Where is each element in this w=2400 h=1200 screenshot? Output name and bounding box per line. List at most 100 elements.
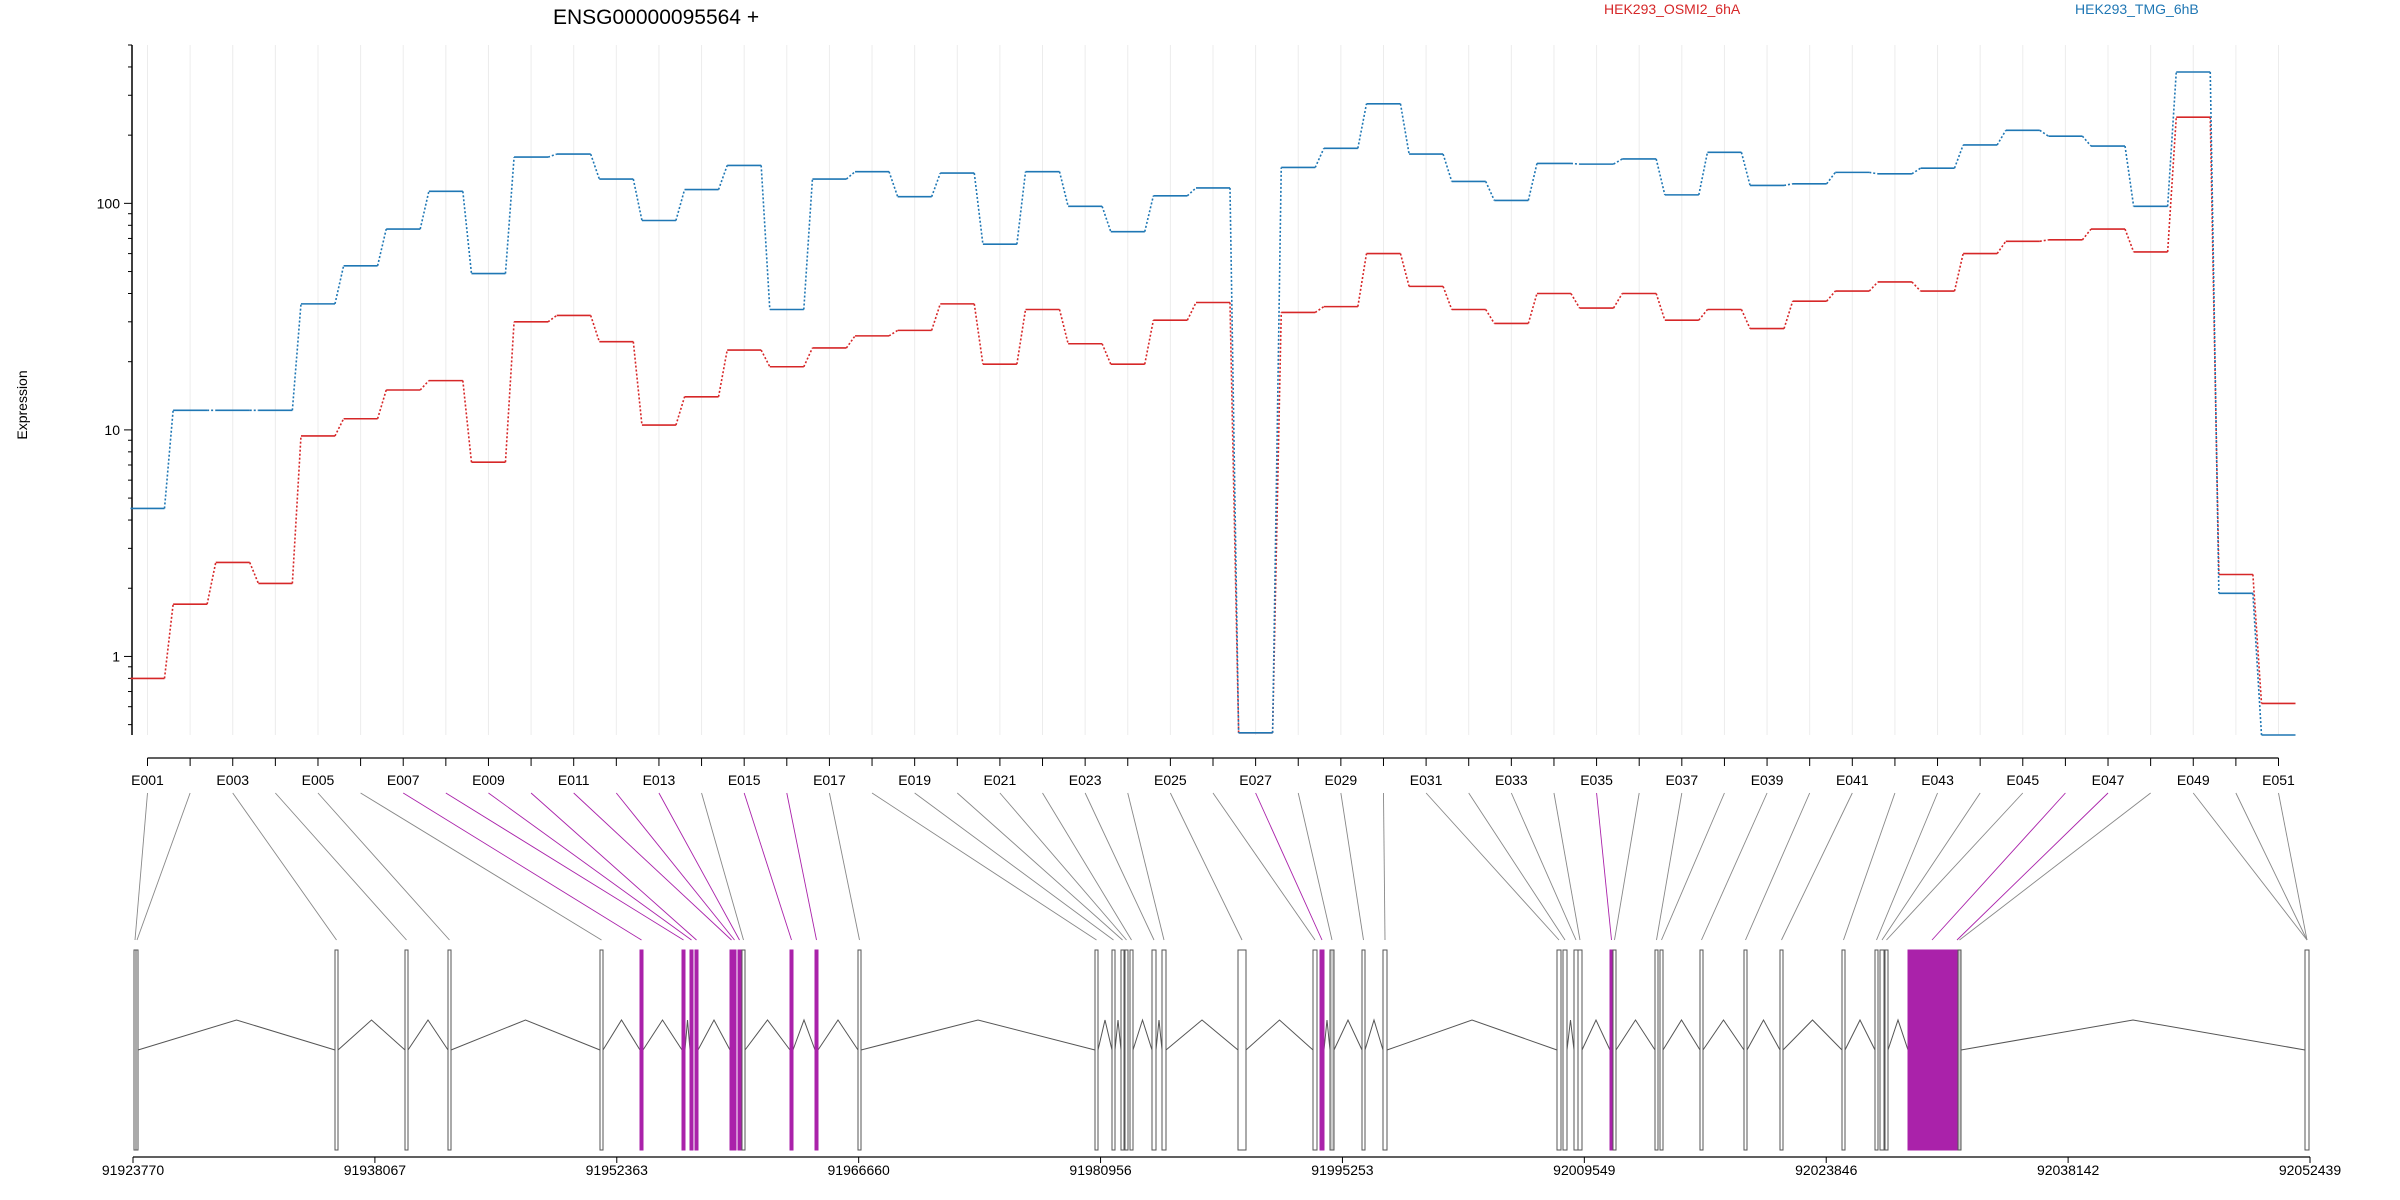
series-connector [2252,574,2263,704]
series-connector [1996,129,2007,146]
series-connector [1186,302,1197,321]
x-tick-label: E019 [898,772,931,788]
exon-E005 [447,949,452,1151]
intron [450,1019,601,1051]
connector [871,792,1097,941]
series-connector [1612,293,1623,309]
intron [817,1019,859,1051]
x-tick-label: E013 [643,772,676,788]
series-connector [1399,253,1410,287]
legend-series-osmi2: HEK293_OSMI2_6hA [1604,1,1741,17]
connector [1656,792,1683,941]
exon-E030 [1382,949,1388,1151]
connector [1127,792,1165,941]
x-tick-label: E003 [216,772,249,788]
series-connector [1186,187,1197,197]
intron [1323,1019,1331,1051]
connector [1876,792,1938,941]
x-tick-label: E043 [1921,772,1954,788]
connector [1084,792,1155,941]
exon-E006 [599,949,604,1151]
connector [1169,792,1243,941]
series-connector [1357,103,1368,149]
series-connector [248,562,260,584]
x-tick-label: E037 [1665,772,1698,788]
series-connector [1655,293,1666,321]
connector [1614,792,1640,941]
exon-E038 [1659,949,1664,1151]
connector [1425,792,1560,941]
series-connector [504,321,515,463]
intron [1581,1018,1611,1051]
connector [956,792,1123,941]
series-connector [2209,71,2220,594]
x-tick-label: E049 [2177,772,2210,788]
series-connector [419,380,430,391]
y-tick-label: 100 [97,195,121,211]
connector [360,792,602,941]
connector [1843,792,1896,941]
coord-tick-label: 92038142 [2037,1162,2100,1178]
exon-E039 [1699,949,1704,1151]
series-connector [419,191,430,230]
series-connector [930,303,942,331]
exon-E031 [1556,949,1562,1151]
connector [786,792,817,941]
y-axis-label: Expression [14,370,30,439]
exon-E017 [857,949,862,1151]
series-connector [291,435,302,584]
series-connector [1655,158,1666,196]
vertical-grid [147,45,2279,735]
exon-E042 [1841,949,1846,1151]
exon-E010 [694,949,699,1151]
x-tick-label: E033 [1495,772,1528,788]
exon-E009 [689,949,694,1151]
connector [530,792,697,941]
series-connector [1698,308,1709,321]
intron [744,1019,791,1051]
y-tick-label: 10 [104,422,120,438]
intron [1114,1019,1122,1051]
exon-E032 [1562,949,1568,1151]
series-connector [1101,343,1112,365]
intron [1887,1018,1909,1051]
coord-tick-label: 91980956 [1069,1162,1132,1178]
coord-tick-label: 91938067 [344,1162,407,1178]
intron [697,1018,731,1051]
x-tick-label: E025 [1154,772,1187,788]
x-tick-label: E051 [2262,772,2295,788]
exon-E044 [1879,949,1885,1151]
connector [1297,792,1333,941]
connector [1042,792,1132,941]
intron [407,1019,449,1051]
series-connector [1143,195,1155,232]
series-connector [1399,103,1410,155]
series-connector [1058,171,1069,207]
series-connector [2252,593,2263,736]
series-connector [163,410,174,509]
exon-E025 [1237,949,1247,1151]
series-connector [888,329,899,337]
series-connector [1229,187,1240,733]
series-connector [163,604,174,679]
series-connector [1953,253,1964,292]
exon-E045 [1884,949,1889,1151]
series-connector [1101,206,1112,232]
x-tick-label: E005 [302,772,335,788]
connector [445,792,684,941]
x-tick-label: E001 [131,772,164,788]
exon-E019 [1111,949,1116,1151]
series-connector [334,265,345,305]
x-tick-label: E015 [728,772,761,788]
connector [275,792,407,941]
x-tick-label: E007 [387,772,420,788]
connector [136,792,191,941]
intron [1615,1019,1656,1051]
intron [684,1019,691,1051]
series-connector [2081,135,2092,147]
series-connector [589,153,601,180]
genomic-coordinate-axis: 91923770 91938067 91952363 91966660 91980956… [102,1156,2341,1178]
connector [1931,792,2066,941]
x-tick-label: E041 [1836,772,1869,788]
series-connector [376,228,387,266]
